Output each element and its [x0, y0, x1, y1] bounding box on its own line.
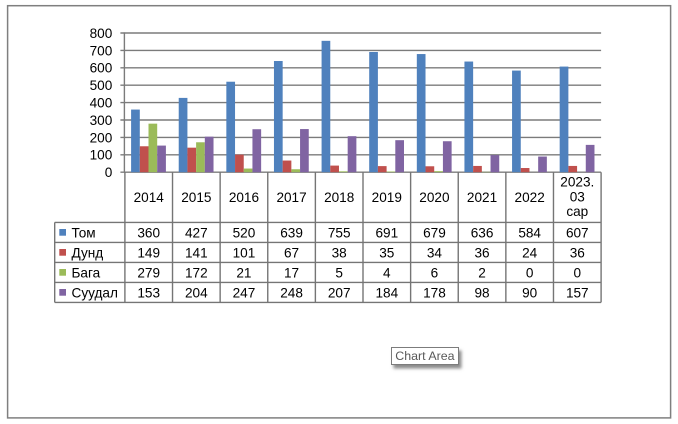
svg-text:0: 0	[526, 265, 534, 280]
svg-text:300: 300	[90, 113, 113, 128]
svg-text:2023.: 2023.	[560, 175, 594, 190]
svg-text:36: 36	[474, 245, 489, 260]
svg-text:101: 101	[233, 245, 256, 260]
svg-text:0: 0	[105, 165, 113, 180]
svg-text:153: 153	[137, 285, 160, 300]
svg-text:157: 157	[566, 285, 589, 300]
svg-text:сар: сар	[566, 204, 588, 219]
svg-text:2017: 2017	[276, 190, 306, 205]
svg-text:2018: 2018	[324, 190, 354, 205]
svg-text:4: 4	[383, 265, 391, 280]
svg-text:584: 584	[518, 225, 541, 240]
svg-text:0: 0	[574, 265, 582, 280]
svg-text:700: 700	[90, 43, 113, 58]
svg-text:279: 279	[137, 265, 160, 280]
svg-text:2016: 2016	[229, 190, 259, 205]
svg-text:204: 204	[185, 285, 208, 300]
svg-text:90: 90	[522, 285, 538, 300]
svg-text:141: 141	[185, 245, 208, 260]
svg-text:36: 36	[570, 245, 585, 260]
svg-text:2021: 2021	[467, 190, 497, 205]
svg-text:2015: 2015	[181, 190, 211, 205]
svg-text:2: 2	[478, 265, 486, 280]
svg-text:755: 755	[328, 225, 351, 240]
svg-text:98: 98	[474, 285, 489, 300]
svg-text:Том: Том	[72, 225, 96, 240]
svg-text:184: 184	[375, 285, 398, 300]
svg-text:2019: 2019	[372, 190, 402, 205]
svg-text:34: 34	[427, 245, 443, 260]
svg-text:800: 800	[90, 26, 113, 41]
svg-text:520: 520	[233, 225, 256, 240]
svg-text:200: 200	[90, 130, 113, 145]
svg-text:172: 172	[185, 265, 208, 280]
svg-text:03: 03	[570, 190, 585, 205]
svg-text:21: 21	[236, 265, 251, 280]
svg-text:2022: 2022	[515, 190, 545, 205]
svg-text:17: 17	[284, 265, 299, 280]
svg-text:5: 5	[335, 265, 343, 280]
svg-text:Дунд: Дунд	[72, 245, 104, 260]
svg-text:24: 24	[522, 245, 538, 260]
svg-text:636: 636	[471, 225, 494, 240]
svg-text:639: 639	[280, 225, 303, 240]
svg-text:6: 6	[431, 265, 439, 280]
svg-text:360: 360	[137, 225, 160, 240]
svg-text:247: 247	[233, 285, 256, 300]
svg-text:600: 600	[90, 61, 113, 76]
svg-text:400: 400	[90, 96, 113, 111]
svg-text:35: 35	[379, 245, 394, 260]
svg-text:38: 38	[332, 245, 347, 260]
svg-text:178: 178	[423, 285, 446, 300]
svg-text:427: 427	[185, 225, 208, 240]
svg-text:67: 67	[284, 245, 299, 260]
svg-text:248: 248	[280, 285, 303, 300]
svg-text:500: 500	[90, 78, 113, 93]
svg-text:149: 149	[137, 245, 160, 260]
svg-text:207: 207	[328, 285, 351, 300]
svg-text:691: 691	[375, 225, 398, 240]
svg-text:Суудал: Суудал	[72, 285, 118, 300]
svg-text:Бага: Бага	[72, 265, 101, 280]
svg-text:2020: 2020	[419, 190, 450, 205]
svg-text:607: 607	[566, 225, 589, 240]
svg-text:2014: 2014	[134, 190, 165, 205]
svg-text:679: 679	[423, 225, 446, 240]
svg-text:100: 100	[90, 148, 113, 163]
